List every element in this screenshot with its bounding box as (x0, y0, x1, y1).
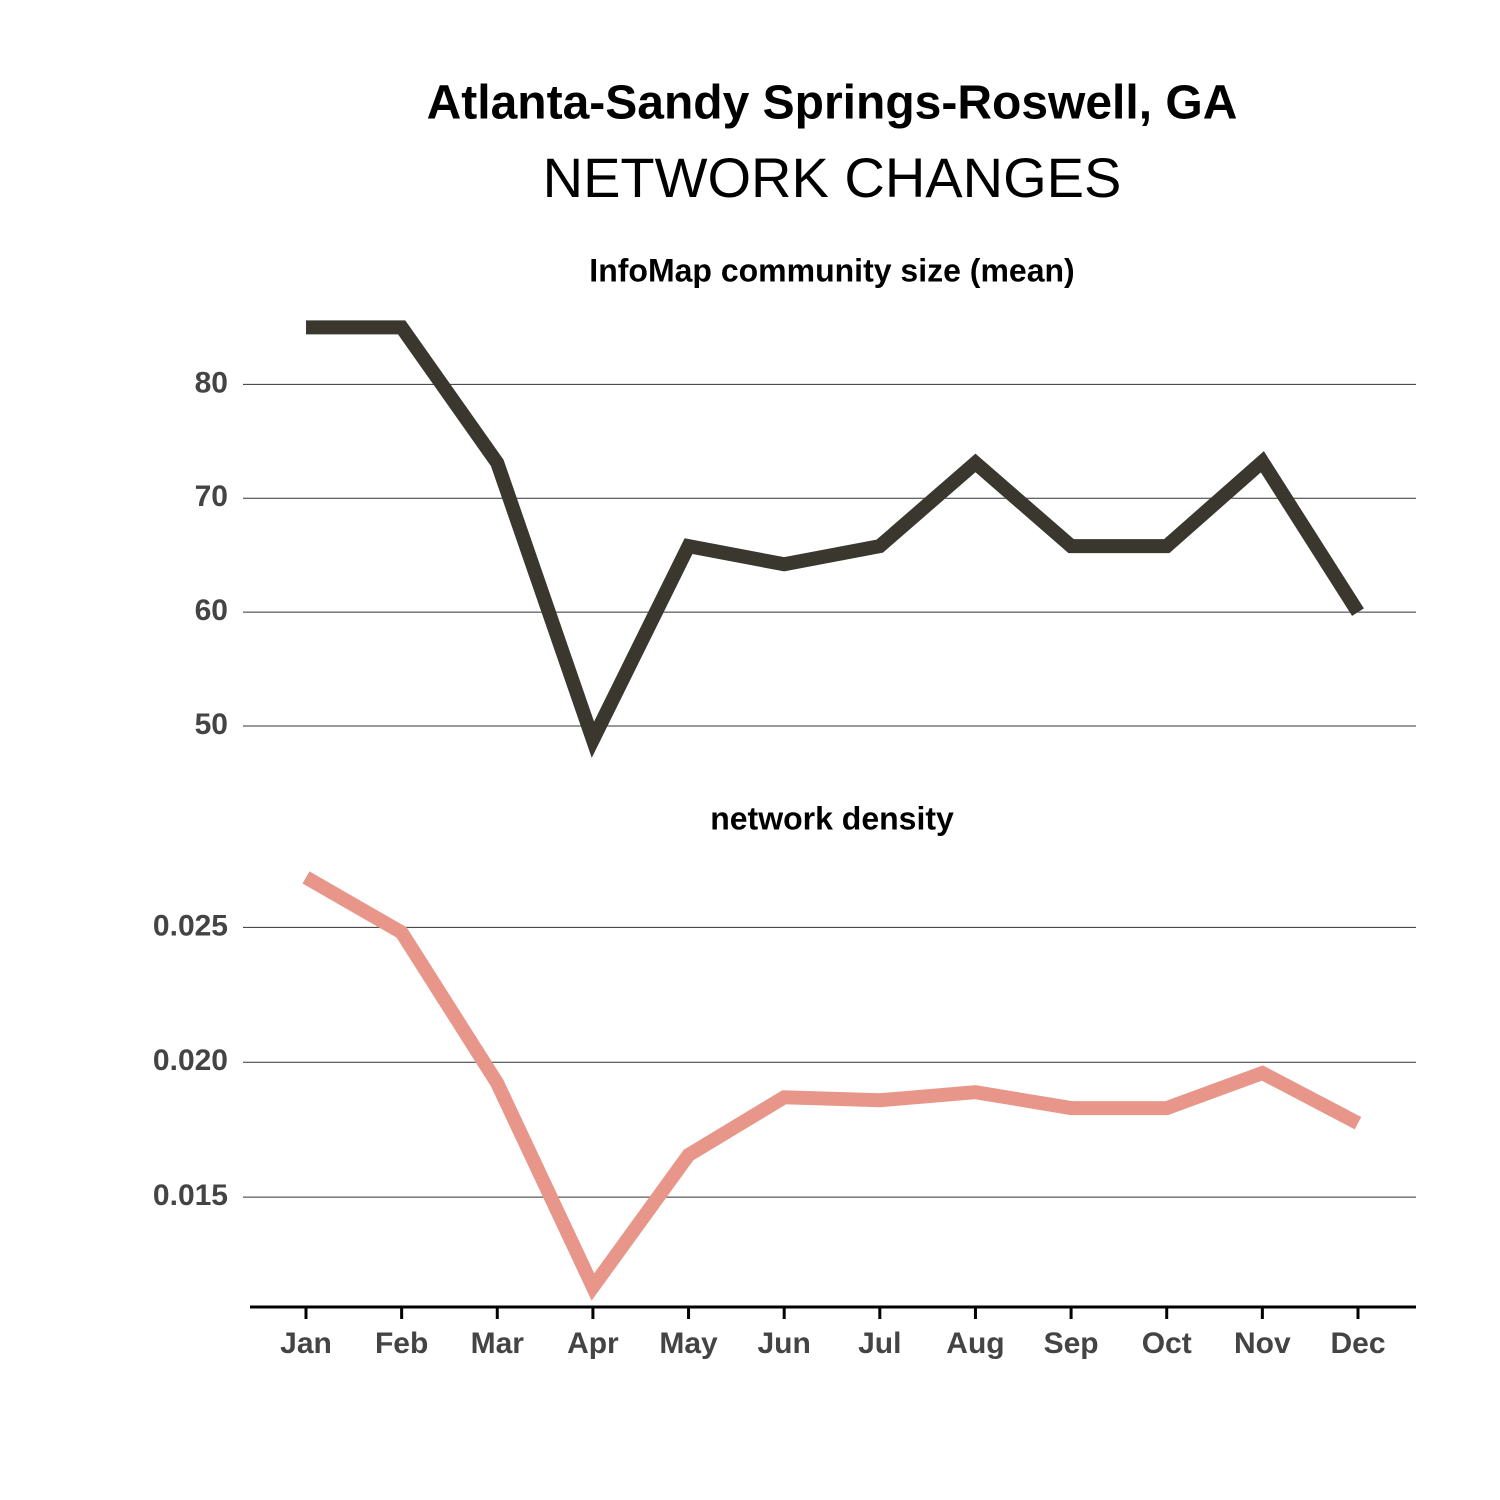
page-subtitle: NETWORK CHANGES (543, 146, 1122, 209)
x-tick-label: Nov (1234, 1327, 1291, 1360)
x-tick-label: Mar (471, 1327, 525, 1360)
x-tick-label: Aug (946, 1327, 1004, 1360)
y-tick-label: 80 (195, 366, 228, 399)
data-line (306, 320, 1364, 758)
x-tick-label: Oct (1142, 1327, 1192, 1360)
y-tick-label: 0.020 (153, 1044, 228, 1077)
x-tick-label: Apr (567, 1327, 619, 1360)
y-tick-label: 70 (195, 480, 228, 513)
panel-title: InfoMap community size (mean) (589, 252, 1074, 288)
y-tick-label: 0.015 (153, 1179, 228, 1212)
x-tick-label: Jun (758, 1327, 811, 1360)
y-tick-label: 0.025 (153, 909, 228, 942)
data-line (302, 871, 1362, 1301)
y-tick-label: 60 (195, 594, 228, 627)
page-title: Atlanta-Sandy Springs-Roswell, GA (427, 77, 1238, 130)
x-tick-label: Jul (858, 1327, 901, 1360)
x-tick-label: Sep (1044, 1327, 1099, 1360)
panel-title: network density (710, 800, 954, 836)
y-tick-label: 50 (195, 708, 228, 741)
x-tick-label: Jan (280, 1327, 332, 1360)
x-tick-label: Dec (1330, 1327, 1385, 1360)
x-tick-label: May (659, 1327, 718, 1360)
x-tick-label: Feb (375, 1327, 428, 1360)
